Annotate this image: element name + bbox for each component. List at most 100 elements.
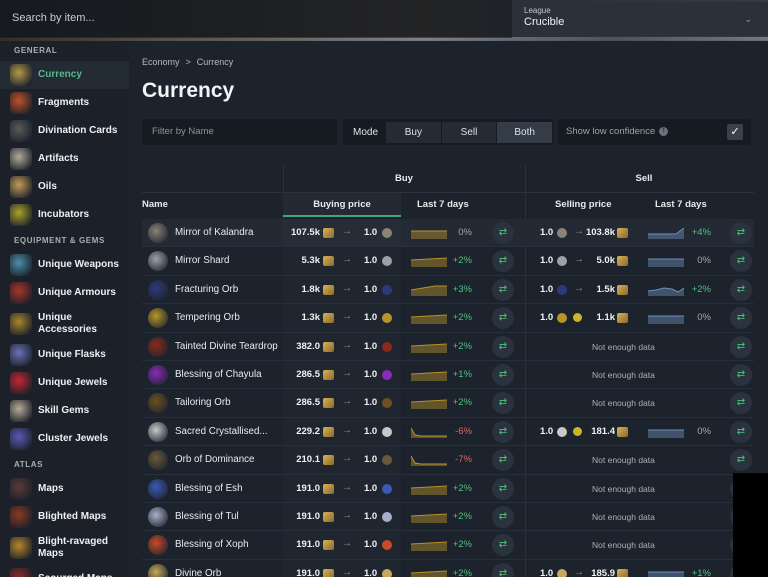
swap-button[interactable]: ⇄ (730, 363, 752, 386)
swap-button[interactable]: ⇄ (730, 392, 752, 415)
swap-button[interactable]: ⇄ (492, 420, 514, 443)
swap-button[interactable]: ⇄ (730, 420, 752, 443)
table-row[interactable]: Tailoring Orb 286.5 → 1.0 +2% ⇄ Not enoug… (142, 389, 754, 418)
sidebar-item-artifacts[interactable]: Artifacts (0, 145, 129, 173)
sidebar-item-cluster-jewels[interactable]: Cluster Jewels (0, 425, 129, 453)
sidebar-item-divination-cards[interactable]: Divination Cards (0, 117, 129, 145)
table-row[interactable]: Tainted Divine Teardrop 382.0 → 1.0 +2% … (142, 332, 754, 361)
swap-button[interactable]: ⇄ (492, 392, 514, 415)
table-row[interactable]: Mirror Shard 5.3k → 1.0 +2% ⇄ 1.0 → 5.0k … (142, 247, 754, 276)
sidebar-item-currency[interactable]: Currency (0, 61, 129, 89)
item-mini-icon (557, 228, 567, 238)
swap-button[interactable]: ⇄ (730, 222, 752, 244)
swap-button[interactable]: ⇄ (730, 278, 752, 301)
swap-button[interactable]: ⇄ (730, 335, 752, 358)
buying-price-cell (283, 332, 401, 360)
item-name[interactable]: Mirror Shard (175, 255, 230, 267)
buy-sparkline (410, 455, 447, 467)
sell-change-percent: +1% (691, 567, 711, 577)
breadcrumb-currency[interactable]: Currency (196, 57, 234, 67)
table-header-row: Name Buying price Last 7 days Selling pr… (142, 192, 754, 217)
table-row[interactable]: Sacred Crystallised... 229.2 → 1.0 -6% ⇄… (142, 417, 754, 447)
sidebar-item-unique-accessories[interactable]: Unique Accessories (0, 307, 129, 341)
buy-sparkline (410, 569, 448, 577)
item-name[interactable]: Tempering Orb (175, 312, 240, 324)
item-name[interactable]: Sacred Crystallised... (175, 425, 268, 437)
table-row[interactable]: Blessing of Xoph 191.0 → 1.0 +2% ⇄ Not en… (142, 531, 754, 560)
item-name[interactable]: Divine Orb (175, 567, 222, 577)
swap-button[interactable]: ⇄ (492, 505, 514, 528)
item-name[interactable]: Blessing of Esh (175, 482, 243, 494)
sidebar-item-oils[interactable]: Oils (0, 173, 129, 201)
arrow-right-icon: → (342, 509, 352, 521)
mode-both-button[interactable]: Both (497, 121, 552, 143)
swap-button[interactable]: ⇄ (730, 307, 752, 330)
sidebar-item-blighted-maps[interactable]: Blighted Maps (0, 503, 129, 531)
sidebar-item-blight-ravaged-maps[interactable]: Blight-ravaged Maps (0, 531, 129, 565)
table-row[interactable]: Tempering Orb 1.3k → 1.0 +2% ⇄ 1.0 1.1k 0… (142, 304, 754, 333)
buy-change-percent: +2% (452, 567, 472, 577)
table-row[interactable]: Blessing of Tul 191.0 → 1.0 +2% ⇄ Not eno… (142, 502, 754, 532)
item-name[interactable]: Blessing of Xoph (175, 539, 249, 551)
swap-button[interactable]: ⇄ (492, 534, 514, 557)
low-confidence-checkbox[interactable]: ✓ (727, 124, 743, 140)
item-name[interactable]: Fracturing Orb (175, 283, 239, 295)
buy-sparkline (410, 398, 448, 410)
sidebar-item-skill-gems[interactable]: Skill Gems (0, 397, 129, 425)
table-row[interactable]: Divine Orb 191.0 → 1.0 +2% ⇄ 1.0 → 185.9 … (142, 559, 754, 577)
mode-sell-button[interactable]: Sell (441, 121, 497, 143)
sidebar-item-incubators[interactable]: Incubators (0, 201, 129, 229)
sidebar-item-maps[interactable]: Maps (0, 475, 129, 503)
sidebar-item-scourged-maps[interactable]: Scourged Maps (0, 565, 129, 577)
swap-button[interactable]: ⇄ (492, 363, 514, 386)
league-select[interactable]: League Crucible ⌄ (514, 2, 768, 36)
buy-change-percent: +2% (452, 255, 472, 267)
sidebar-item-unique-weapons[interactable]: Unique Weapons (0, 251, 129, 279)
swap-button[interactable]: ⇄ (492, 562, 514, 577)
buy-quantity: 1.0 (364, 312, 378, 324)
breadcrumb-economy[interactable]: Economy (142, 57, 180, 67)
sidebar-item-unique-jewels[interactable]: Unique Jewels (0, 369, 129, 397)
mode-buy-button[interactable]: Buy (386, 121, 441, 143)
buying-price-cell (283, 304, 401, 332)
item-name[interactable]: Blessing of Tul (175, 510, 239, 522)
swap-button[interactable]: ⇄ (492, 307, 514, 330)
swap-button[interactable]: ⇄ (730, 449, 752, 472)
column-header-selling-price[interactable]: Selling price (555, 199, 612, 210)
item-name[interactable]: Orb of Dominance (175, 454, 255, 466)
column-header-buying-price[interactable]: Buying price (283, 193, 401, 217)
column-header-sell-last-7-days[interactable]: Last 7 days (655, 199, 707, 210)
table-row[interactable]: Orb of Dominance 210.1 → 1.0 -7% ⇄ Not en… (142, 446, 754, 475)
buy-sparkline (410, 256, 448, 268)
item-name[interactable]: Blessing of Chayula (175, 368, 262, 380)
column-header-buy-last-7-days[interactable]: Last 7 days (417, 199, 469, 210)
table-row[interactable]: Fracturing Orb 1.8k → 1.0 +3% ⇄ 1.0 → 1.5… (142, 275, 754, 305)
league-label: League (524, 6, 551, 15)
arrow-right-icon: → (574, 226, 584, 237)
item-mini-icon (382, 568, 392, 577)
search-input[interactable]: Search by item... (0, 0, 512, 38)
low-confidence-toggle[interactable]: Show low confidence ! ✓ (558, 119, 751, 145)
item-name[interactable]: Tainted Divine Teardrop (175, 340, 278, 352)
swap-button[interactable]: ⇄ (492, 449, 514, 472)
item-icon (148, 336, 168, 357)
swap-button[interactable]: ⇄ (492, 335, 514, 358)
sidebar-item-fragments[interactable]: Fragments (0, 89, 129, 117)
sell-quantity: 1.0 (540, 312, 554, 324)
table-row[interactable]: Blessing of Esh 191.0 → 1.0 +2% ⇄ Not eno… (142, 474, 754, 503)
sidebar-item-unique-flasks[interactable]: Unique Flasks (0, 341, 129, 369)
swap-button[interactable]: ⇄ (492, 477, 514, 500)
column-header-name[interactable]: Name (142, 199, 168, 210)
swap-button[interactable]: ⇄ (492, 222, 514, 244)
table-row[interactable]: Blessing of Chayula 286.5 → 1.0 +1% ⇄ Not… (142, 360, 754, 390)
item-name[interactable]: Tailoring Orb (175, 397, 231, 409)
swap-button[interactable]: ⇄ (730, 250, 752, 273)
filter-name-input[interactable]: Filter by Name (142, 119, 337, 145)
buying-price-cell (283, 502, 401, 531)
sidebar-item-unique-armours[interactable]: Unique Armours (0, 279, 129, 307)
info-icon[interactable]: ! (659, 127, 669, 136)
table-row[interactable]: Mirror of Kalandra 107.5k → 1.0 0% ⇄ 1.0 … (142, 219, 754, 248)
swap-button[interactable]: ⇄ (492, 250, 514, 273)
item-name[interactable]: Mirror of Kalandra (175, 227, 254, 238)
swap-button[interactable]: ⇄ (492, 278, 514, 301)
